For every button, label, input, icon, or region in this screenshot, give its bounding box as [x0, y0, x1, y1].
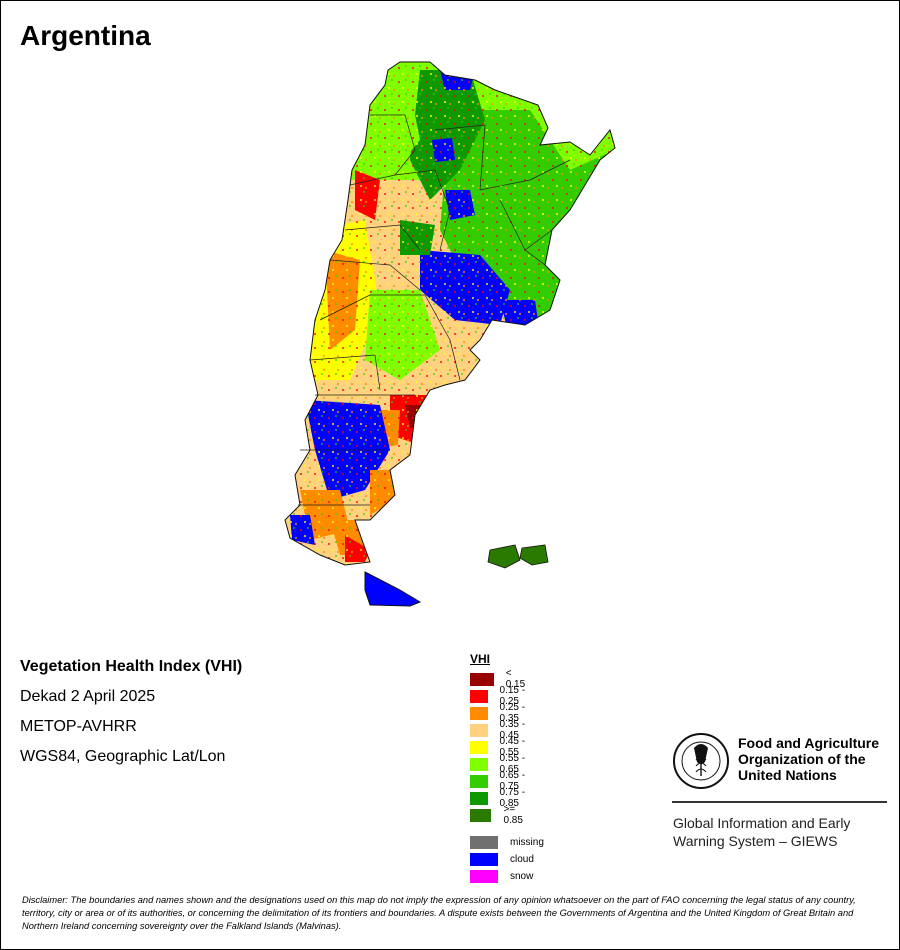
legend-label: cloud	[510, 853, 534, 865]
legend-label: 0.25 - 0.35	[499, 702, 526, 724]
index-name: Vegetation Health Index (VHI)	[20, 658, 243, 675]
legend-item: snow	[470, 869, 533, 883]
legend-swatch	[470, 869, 498, 883]
legend-item: 0.45 - 0.55	[470, 736, 529, 758]
vhi-raster	[285, 62, 615, 565]
legend-item: 0.65 - 0.75	[470, 770, 529, 792]
legend-label: 0.75 - 0.85	[499, 787, 526, 809]
legend-swatch	[470, 740, 488, 754]
period: Dekad 2 April 2025	[20, 688, 156, 705]
fao-logo-icon	[673, 733, 729, 789]
map-title: Argentina	[20, 20, 151, 51]
province-boundaries	[298, 114, 571, 506]
legend-label: missing	[510, 836, 544, 848]
fao-name: Food and Agriculture Organization of the…	[738, 735, 879, 783]
projection: WGS84, Geographic Lat/Lon	[20, 748, 226, 765]
legend-label: 0.55 - 0.65	[499, 753, 526, 775]
map-info: Vegetation Health Index (VHI) Dekad 2 Ap…	[20, 657, 242, 777]
legend: VHI < 0.15 0.15 - 0.25 0.25 - 0.35 0.35 - 0…	[470, 652, 544, 883]
tierra-del-fuego	[364, 571, 422, 607]
legend-swatch	[470, 706, 488, 720]
legend-item: 0.15 - 0.25	[470, 685, 529, 707]
vhi-map	[284, 61, 616, 607]
fao-name-line: Organization of the	[738, 751, 866, 767]
legend-item: 0.55 - 0.65	[470, 753, 529, 775]
legend-swatch	[470, 808, 492, 822]
legend-label: 0.15 - 0.25	[499, 685, 526, 707]
legend-swatch	[470, 791, 488, 805]
legend-item: 0.75 - 0.85	[470, 787, 529, 809]
legend-item: missing	[470, 835, 544, 849]
legend-item: 0.25 - 0.35	[470, 702, 529, 724]
island-west	[487, 544, 521, 569]
legend-swatch	[470, 835, 498, 849]
island-east	[519, 544, 549, 566]
legend-label: 0.35 - 0.45	[499, 719, 526, 741]
fao-name-line: Food and Agriculture	[738, 735, 880, 751]
legend-item: 0.35 - 0.45	[470, 719, 529, 741]
legend-label: < 0.15	[505, 668, 526, 690]
legend-item: < 0.15	[470, 668, 529, 690]
legend-swatch	[470, 757, 488, 771]
legend-item: cloud	[470, 852, 534, 866]
sensor: METOP-AVHRR	[20, 718, 137, 735]
legend-label: >= 0.85	[503, 804, 523, 826]
legend-swatch	[470, 852, 498, 866]
legend-swatch	[470, 689, 488, 703]
giews-line: Warning System – GIEWS	[673, 833, 838, 849]
legend-label: 0.65 - 0.75	[499, 770, 526, 792]
legend-item: >= 0.85	[470, 804, 529, 826]
fao-name-line: United Nations	[738, 767, 837, 783]
disclaimer: Disclaimer: The boundaries and names sho…	[22, 895, 856, 931]
legend-label: snow	[510, 870, 534, 882]
giews-line: Global Information and Early	[673, 815, 851, 831]
divider	[672, 801, 887, 803]
giews-name: Global Information and Early Warning Sys…	[673, 814, 850, 850]
legend-swatch	[470, 774, 488, 788]
legend-swatch	[470, 723, 488, 737]
legend-title: VHI	[470, 652, 491, 666]
legend-swatch	[470, 672, 494, 686]
legend-label: 0.45 - 0.55	[499, 736, 526, 758]
